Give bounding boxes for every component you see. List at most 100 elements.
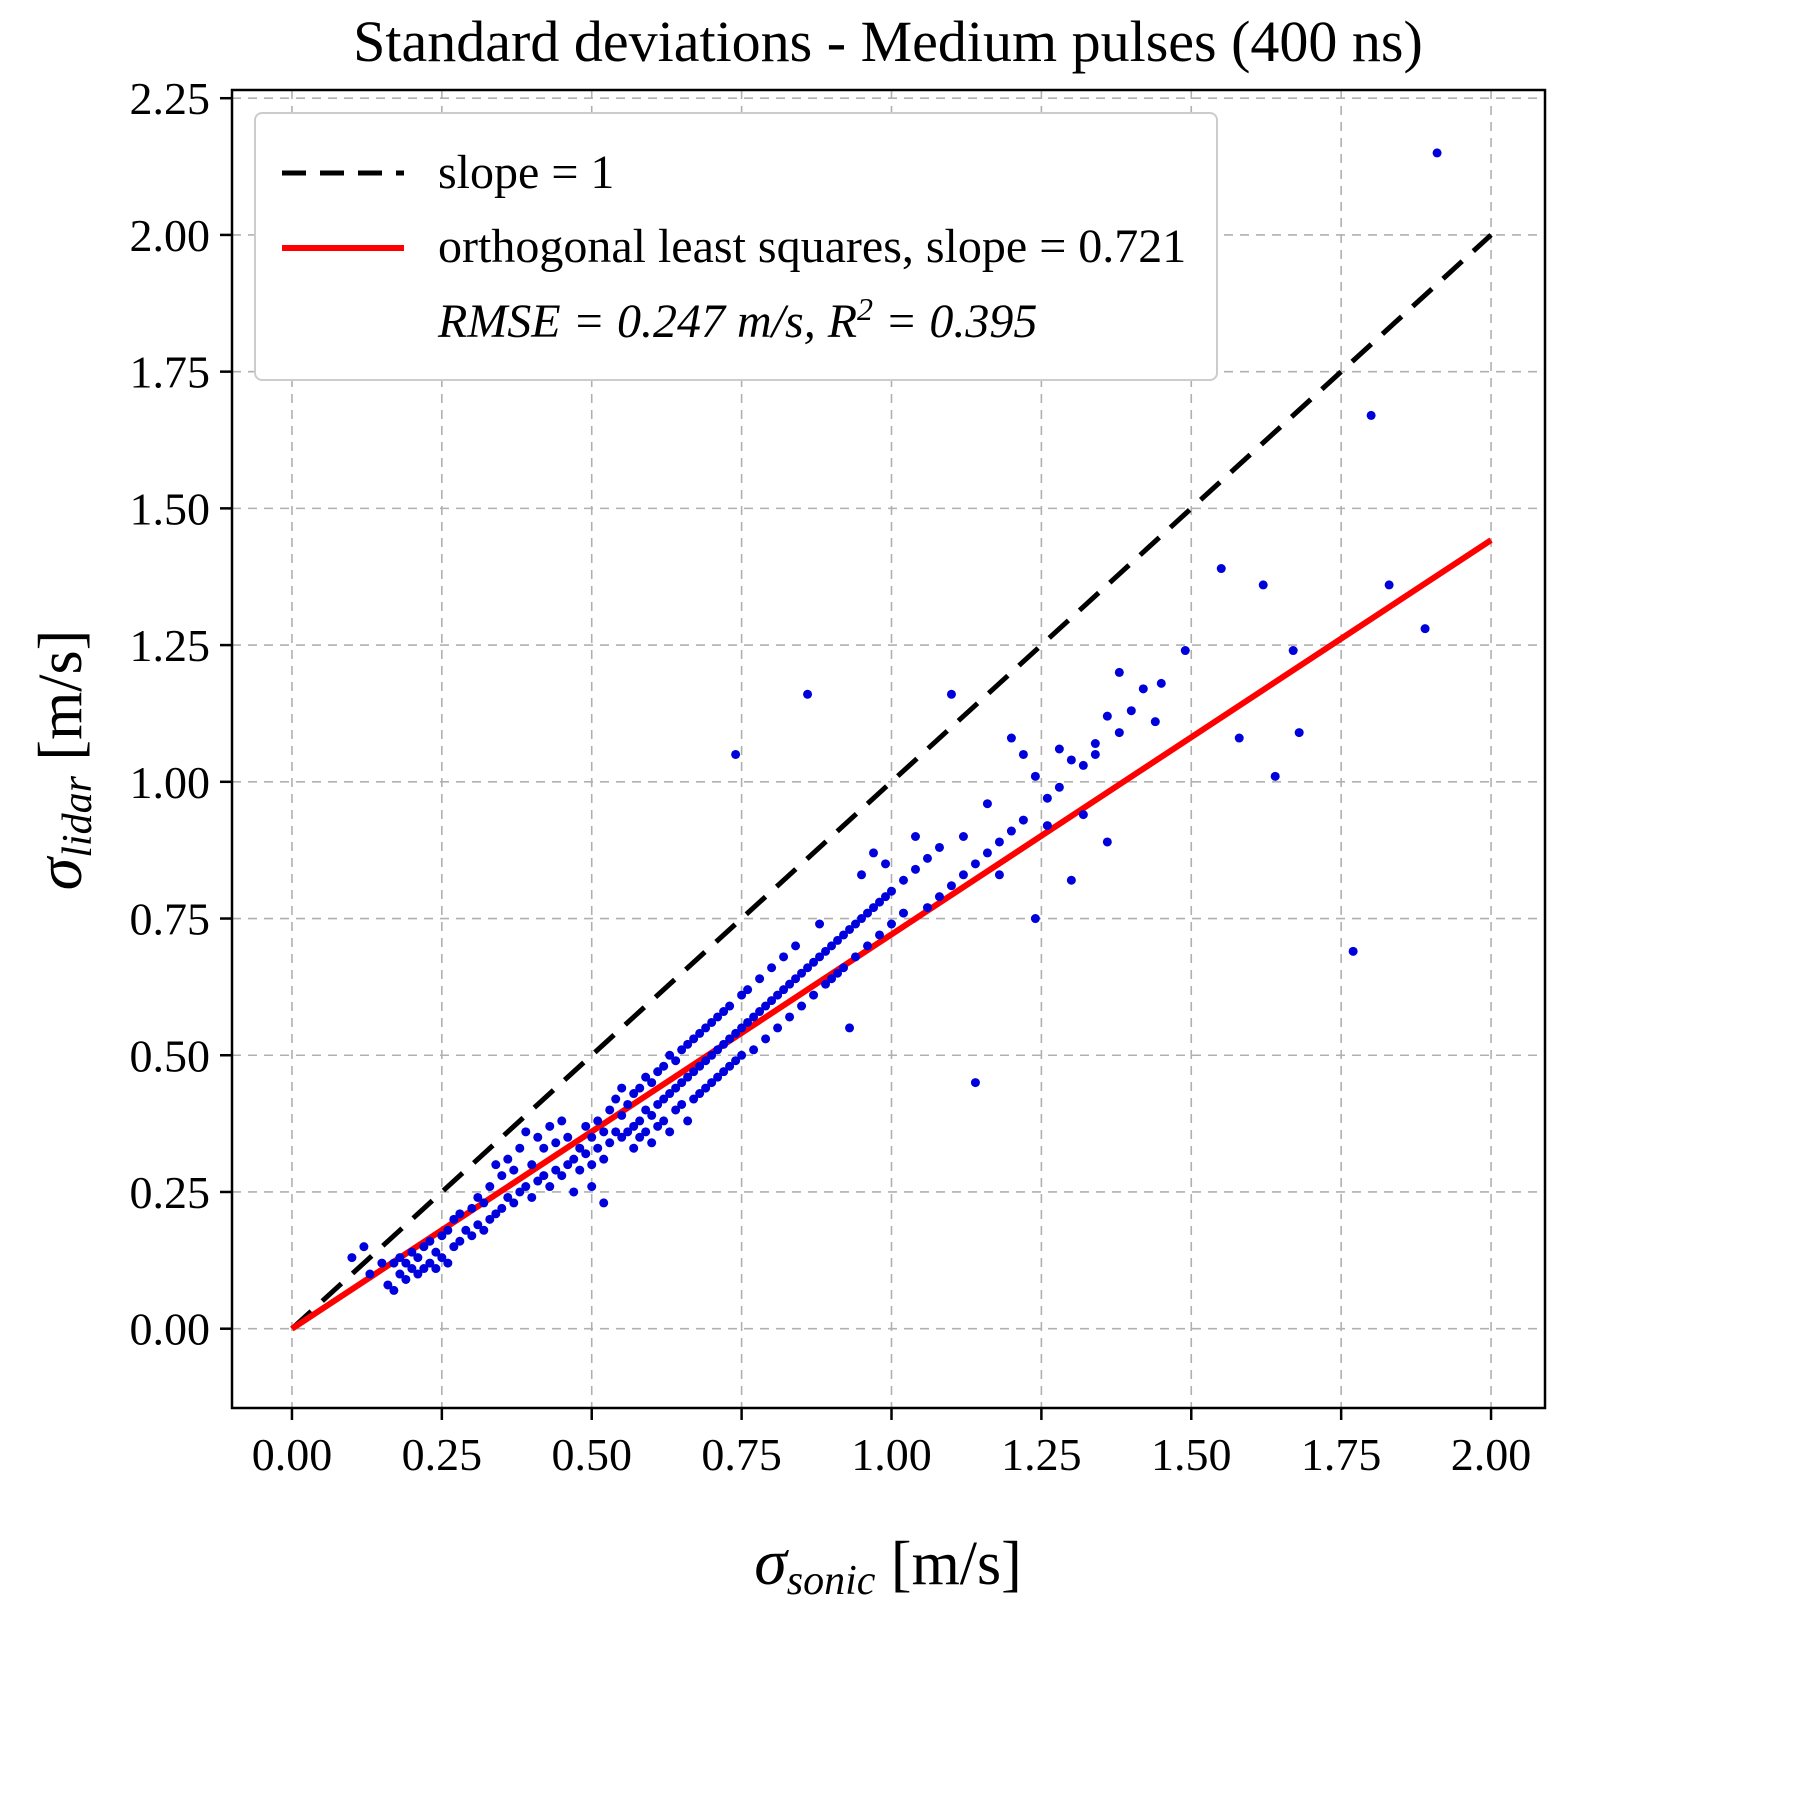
- scatter-point: [1102, 711, 1112, 721]
- scatter-point: [395, 1253, 405, 1263]
- scatter-point: [641, 1105, 651, 1115]
- scatter-point: [479, 1198, 489, 1208]
- scatter-point: [515, 1143, 525, 1153]
- scatter-point: [743, 1017, 753, 1027]
- scatter-point: [593, 1143, 603, 1153]
- scatter-point: [821, 979, 831, 989]
- x-axis-sigma: σ: [754, 1526, 787, 1599]
- scatter-point: [617, 1110, 627, 1120]
- legend-label-stats: RMSE = 0.247 m/s, R2 = 0.395: [438, 290, 1038, 348]
- scatter-point: [803, 963, 813, 973]
- x-tick-label: 1.00: [851, 1429, 932, 1480]
- scatter-point: [443, 1225, 453, 1235]
- scatter-point: [485, 1214, 495, 1224]
- y-tick-label: 0.50: [130, 1030, 211, 1081]
- scatter-point: [377, 1258, 387, 1268]
- scatter-point: [497, 1203, 507, 1213]
- scatter-point: [725, 1001, 735, 1011]
- scatter-point: [617, 1083, 627, 1093]
- scatter-point: [881, 859, 891, 869]
- scatter-point: [1138, 684, 1148, 694]
- scatter-point: [659, 1061, 669, 1071]
- scatter-point: [659, 1094, 669, 1104]
- scatter-point: [934, 892, 944, 902]
- scatter-point: [449, 1242, 459, 1252]
- scatter-point: [587, 1160, 597, 1170]
- scatter-point: [815, 919, 825, 929]
- scatter-point: [695, 1028, 705, 1038]
- scatter-point: [467, 1231, 477, 1241]
- scatter-point: [863, 908, 873, 918]
- scatter-point: [545, 1182, 555, 1192]
- scatter-point: [749, 1012, 759, 1022]
- scatter-point: [1126, 706, 1136, 716]
- scatter-point: [809, 990, 819, 1000]
- scatter-point: [875, 897, 885, 907]
- scatter-point: [413, 1253, 423, 1263]
- scatter-point: [677, 1078, 687, 1088]
- scatter-point: [689, 1094, 699, 1104]
- scatter-point: [749, 1045, 759, 1055]
- scatter-point: [407, 1264, 417, 1274]
- scatter-point: [785, 1012, 795, 1022]
- scatter-point: [1066, 755, 1076, 765]
- scatter-point: [731, 1056, 741, 1066]
- scatter-point: [1384, 580, 1394, 590]
- legend: slope = 1 orthogonal least squares, slop…: [254, 112, 1219, 382]
- scatter-point: [671, 1083, 681, 1093]
- scatter-point: [437, 1253, 447, 1263]
- scatter-point: [443, 1258, 453, 1268]
- scatter-point: [833, 935, 843, 945]
- x-tick-label: 1.50: [1151, 1429, 1232, 1480]
- scatter-point: [1090, 739, 1100, 749]
- x-axis-unit: [m/s]: [875, 1530, 1022, 1598]
- scatter-point: [653, 1121, 663, 1131]
- x-tick-label: 1.75: [1301, 1429, 1382, 1480]
- scatter-point: [869, 848, 879, 858]
- scatter-point: [1090, 749, 1100, 759]
- scatter-point: [401, 1258, 411, 1268]
- scatter-point: [1054, 782, 1064, 792]
- scatter-point: [737, 1050, 747, 1060]
- scatter-point: [683, 1039, 693, 1049]
- scatter-point: [755, 974, 765, 984]
- scatter-point: [629, 1089, 639, 1099]
- scatter-point: [1294, 728, 1304, 738]
- scatter-point: [827, 974, 837, 984]
- scatter-point: [701, 1083, 711, 1093]
- scatter-point: [491, 1160, 501, 1170]
- scatter-point: [707, 1078, 717, 1088]
- y-tick-label: 0.75: [130, 894, 211, 945]
- scatter-point: [623, 1127, 633, 1137]
- scatter-point: [563, 1160, 573, 1170]
- scatter-point: [1054, 744, 1064, 754]
- y-tick-label: 1.75: [130, 347, 211, 398]
- scatter-point: [605, 1105, 615, 1115]
- scatter-point: [803, 689, 813, 699]
- scatter-point: [635, 1083, 645, 1093]
- scatter-point: [898, 875, 908, 885]
- scatter-point: [827, 941, 837, 951]
- scatter-point: [527, 1160, 537, 1170]
- scatter-point: [665, 1050, 675, 1060]
- y-tick-label: 1.25: [130, 620, 211, 671]
- scatter-point: [767, 963, 777, 973]
- scatter-point: [719, 1007, 729, 1017]
- y-axis-subscript: lidar: [55, 776, 101, 858]
- scatter-point: [539, 1171, 549, 1181]
- scatter-point: [1114, 667, 1124, 677]
- scatter-point: [581, 1121, 591, 1131]
- scatter-point: [1114, 728, 1124, 738]
- scatter-point: [982, 848, 992, 858]
- scatter-point: [982, 799, 992, 809]
- scatter-point: [1018, 749, 1028, 759]
- scatter-point: [1006, 826, 1016, 836]
- scatter-point: [581, 1149, 591, 1159]
- x-tick-label: 0.00: [252, 1429, 333, 1480]
- scatter-point: [479, 1225, 489, 1235]
- scatter-point: [833, 968, 843, 978]
- scatter-point: [839, 963, 849, 973]
- scatter-point: [629, 1121, 639, 1131]
- scatter-point: [707, 1017, 717, 1027]
- scatter-point: [677, 1045, 687, 1055]
